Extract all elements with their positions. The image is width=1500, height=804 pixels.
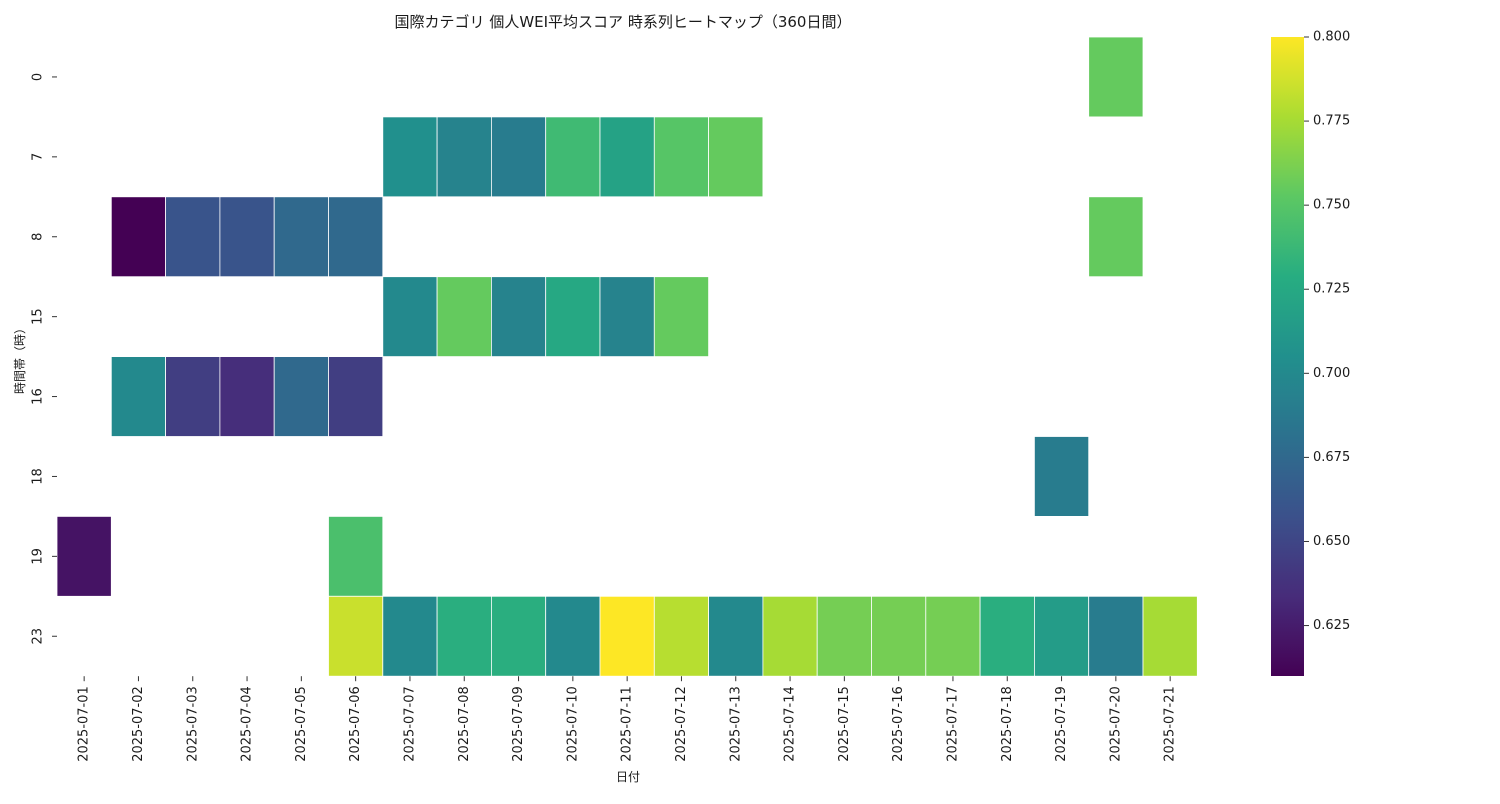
heatmap-cell xyxy=(708,595,764,677)
heatmap-cell xyxy=(1088,36,1144,118)
heatmap-cell xyxy=(273,196,329,278)
heatmap-cells xyxy=(56,36,1198,677)
heatmap-cell xyxy=(653,116,709,198)
y-axis-ticks: 0 7 8 15 16 18 19 23 xyxy=(31,73,57,645)
x-tick-label: 2025-07-05 xyxy=(294,686,309,762)
y-tick-label: 18 xyxy=(31,468,46,485)
colorbar-tick-label: 0.650 xyxy=(1313,534,1350,549)
heatmap-cell xyxy=(1088,595,1144,677)
x-tick-label: 2025-07-10 xyxy=(565,686,580,762)
x-tick-label: 2025-07-07 xyxy=(402,686,417,762)
heatmap-cell xyxy=(219,196,275,278)
y-tick-label: 15 xyxy=(31,308,46,325)
x-tick-label: 2025-07-19 xyxy=(1054,686,1069,762)
y-tick-label: 8 xyxy=(31,233,46,241)
x-axis-ticks: 2025-07-01 2025-07-02 2025-07-03 2025-07-04… xyxy=(77,676,1178,762)
heatmap-cell xyxy=(925,595,981,677)
colorbar-gradient xyxy=(1271,37,1304,676)
heatmap-cell xyxy=(382,276,438,358)
heatmap-cell xyxy=(545,276,601,358)
heatmap-cell xyxy=(599,116,655,198)
heatmap-cell xyxy=(436,595,492,677)
colorbar-tick-label: 0.700 xyxy=(1313,366,1350,381)
heatmap-cell xyxy=(436,116,492,198)
x-axis-label: 日付 xyxy=(616,770,640,784)
heatmap-cell xyxy=(545,116,601,198)
heatmap-cell xyxy=(328,516,384,597)
colorbar-tick-label: 0.800 xyxy=(1313,30,1350,45)
heatmap-cell xyxy=(110,196,167,278)
colorbar-tick-label: 0.675 xyxy=(1313,450,1350,465)
heatmap-cell xyxy=(490,116,547,198)
heatmap-cell xyxy=(110,356,167,437)
heatmap-cell xyxy=(56,516,112,597)
heatmap-cell xyxy=(273,356,329,437)
x-tick-label: 2025-07-15 xyxy=(837,686,852,762)
heatmap-cell xyxy=(165,356,221,437)
x-tick-label: 2025-07-08 xyxy=(457,686,472,762)
heatmap-cell xyxy=(816,595,872,677)
colorbar-tick-label: 0.625 xyxy=(1313,618,1350,633)
y-axis-label: 時間帯（時） xyxy=(13,322,27,394)
x-tick-label: 2025-07-11 xyxy=(620,686,635,762)
y-tick-label: 16 xyxy=(31,388,46,405)
x-tick-label: 2025-07-09 xyxy=(511,686,526,762)
x-tick-label: 2025-07-02 xyxy=(131,686,146,762)
heatmap-cell xyxy=(871,595,927,677)
heatmap-cell xyxy=(328,196,384,278)
heatmap-cell xyxy=(653,595,709,677)
x-tick-label: 2025-07-20 xyxy=(1108,686,1123,762)
x-tick-label: 2025-07-16 xyxy=(891,686,906,762)
x-tick-label: 2025-07-01 xyxy=(77,686,92,762)
y-tick-label: 0 xyxy=(31,73,46,81)
heatmap-cell xyxy=(653,276,709,358)
heatmap-cell xyxy=(1088,196,1144,278)
heatmap-cell xyxy=(762,595,818,677)
heatmap-cell xyxy=(165,196,221,278)
x-tick-label: 2025-07-17 xyxy=(945,686,960,762)
heatmap-cell xyxy=(382,116,438,198)
x-tick-label: 2025-07-03 xyxy=(185,686,200,762)
heatmap-cell xyxy=(599,276,655,358)
chart-title: 国際カテゴリ 個人WEI平均スコア 時系列ヒートマップ（360日間） xyxy=(395,13,852,31)
colorbar-tick-label: 0.750 xyxy=(1313,198,1350,213)
y-tick-label: 7 xyxy=(31,153,46,161)
heatmap-cell xyxy=(708,116,764,198)
x-tick-label: 2025-07-06 xyxy=(348,686,363,762)
x-tick-label: 2025-07-18 xyxy=(1000,686,1015,762)
y-tick-label: 19 xyxy=(31,548,46,565)
heatmap-cell xyxy=(545,595,601,677)
x-tick-label: 2025-07-21 xyxy=(1163,686,1178,762)
heatmap-cell xyxy=(490,595,547,677)
heatmap-cell xyxy=(219,356,275,437)
heatmap-cell xyxy=(979,595,1035,677)
x-tick-label: 2025-07-13 xyxy=(728,686,743,762)
x-tick-label: 2025-07-12 xyxy=(674,686,689,762)
colorbar-tick-label: 0.725 xyxy=(1313,282,1350,297)
x-tick-label: 2025-07-14 xyxy=(783,686,798,762)
heatmap-cell xyxy=(436,276,492,358)
colorbar: 0.625 0.650 0.675 0.700 0.725 0.750 0.775 0.800 xyxy=(1271,30,1350,676)
x-tick-label: 2025-07-04 xyxy=(240,686,255,762)
heatmap-cell xyxy=(382,595,438,677)
heatmap-cell xyxy=(1034,595,1090,677)
y-tick-label: 23 xyxy=(31,628,46,645)
heatmap-cell xyxy=(328,356,384,437)
heatmap-cell xyxy=(1034,436,1090,517)
colorbar-tick-label: 0.775 xyxy=(1313,114,1350,129)
heatmap-cell xyxy=(490,276,547,358)
heatmap-cell xyxy=(1142,595,1198,677)
heatmap-cell xyxy=(599,595,655,677)
heatmap-cell xyxy=(328,595,384,677)
